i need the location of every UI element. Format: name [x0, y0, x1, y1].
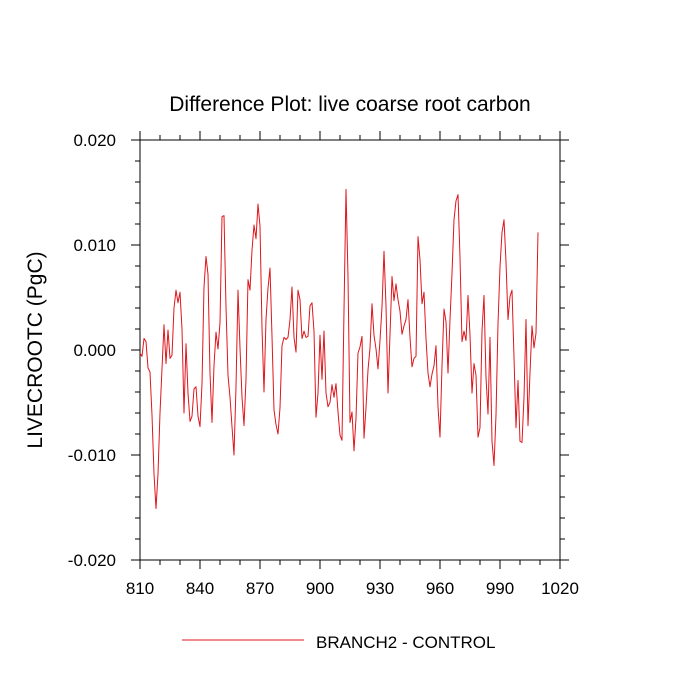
series-line-branch2-control	[139, 188, 539, 510]
legend: BRANCH2 - CONTROL	[182, 633, 495, 652]
chart-title: Difference Plot: live coarse root carbon	[169, 93, 530, 116]
x-tick-label: 1020	[541, 579, 579, 598]
x-tick-label: 870	[246, 579, 274, 598]
x-tick-label: 930	[366, 579, 394, 598]
y-tick-label: 0.010	[73, 236, 116, 255]
y-tick-label: 0.020	[73, 131, 116, 150]
x-tick-label: 990	[486, 579, 514, 598]
y-axis-ticks: -0.020 -0.010 0.000 0.010 0.020	[68, 131, 569, 570]
y-tick-label: -0.010	[68, 446, 116, 465]
x-tick-label: 810	[126, 579, 154, 598]
y-axis-label: LIVECROOTC (PgC)	[24, 251, 47, 448]
series-layer	[139, 188, 539, 510]
x-tick-label: 840	[186, 579, 214, 598]
legend-label-branch2-control: BRANCH2 - CONTROL	[316, 633, 495, 652]
x-tick-label: 900	[306, 579, 334, 598]
minor-ticks	[135, 135, 565, 565]
x-tick-label: 960	[426, 579, 454, 598]
y-tick-label: 0.000	[73, 341, 116, 360]
y-tick-label: -0.020	[68, 551, 116, 570]
x-axis-ticks: 810 840 870 900 930 960 990 1020	[126, 131, 579, 598]
